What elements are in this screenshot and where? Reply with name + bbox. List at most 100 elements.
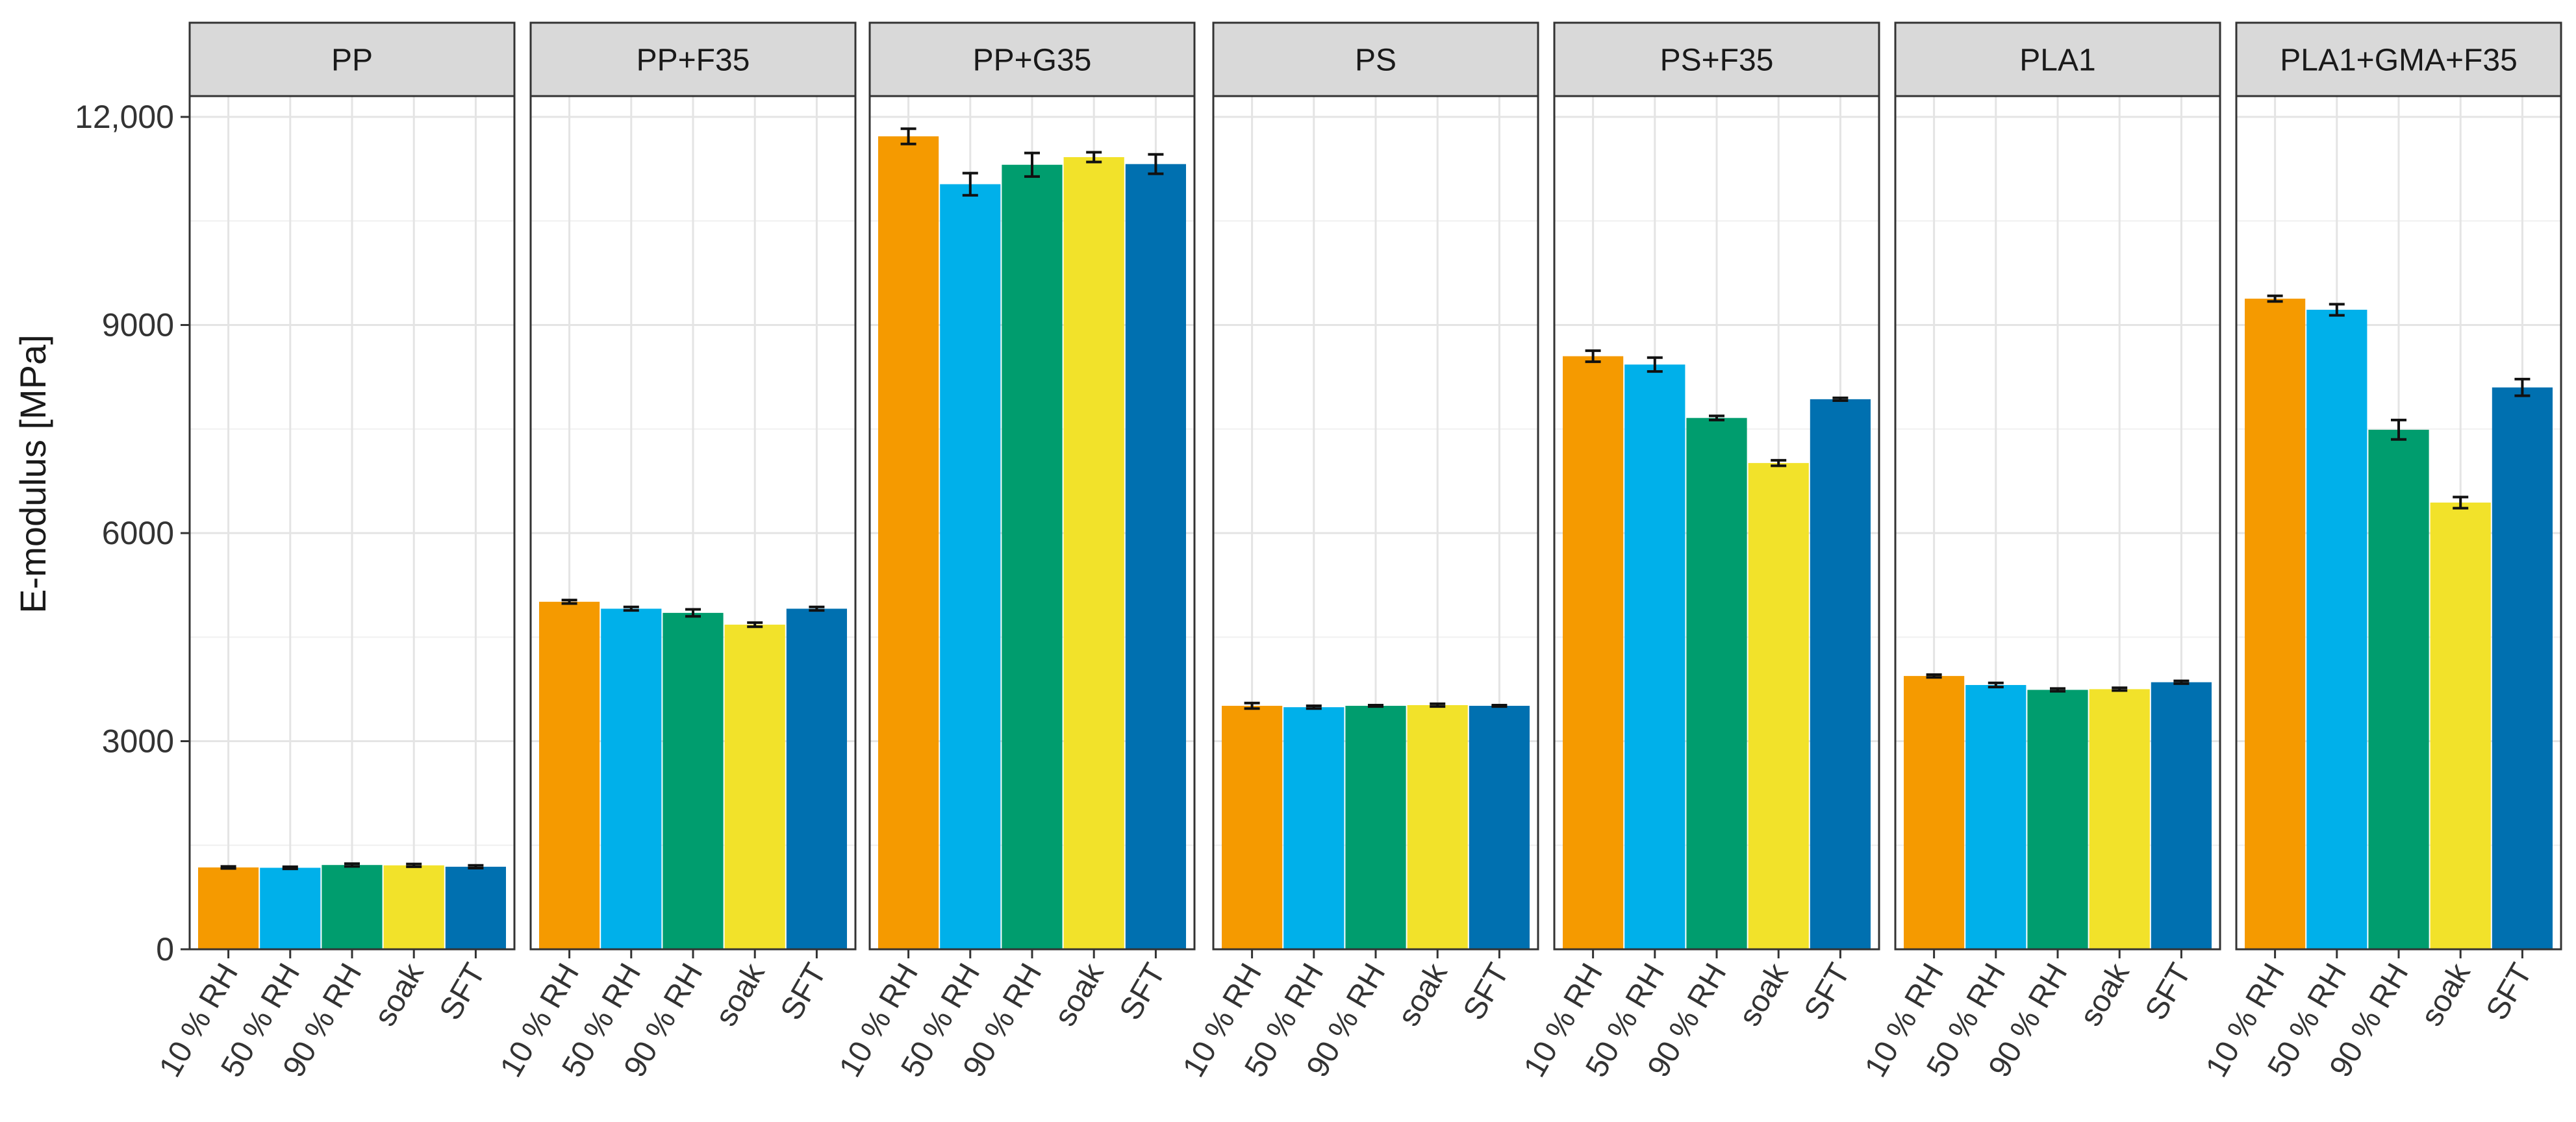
error-bar <box>1647 356 1663 373</box>
bar-10-rh <box>2245 298 2306 949</box>
error-bar <box>220 865 236 870</box>
x-tick-label: soak <box>368 957 431 1032</box>
error-bar <box>2112 686 2128 692</box>
facet-strip-label: PLA1+GMA+F35 <box>2280 44 2518 78</box>
x-tick-label: SFT <box>2480 958 2539 1026</box>
bar-soak <box>1748 463 1809 949</box>
facet-strip-label: PS+F35 <box>1660 44 1774 78</box>
x-tick-label: SFT <box>1113 958 1172 1026</box>
facet-strip <box>1553 21 1880 97</box>
error-bar <box>1430 702 1446 708</box>
facet-strip <box>188 21 516 97</box>
bar-10-rh <box>1563 356 1624 949</box>
error-bar <box>282 865 298 871</box>
x-tick-label: SFT <box>774 958 833 1026</box>
bar-50-rh <box>601 608 662 949</box>
error-bar <box>2267 294 2283 303</box>
error-bar <box>2391 418 2406 441</box>
bar-soak <box>2430 503 2491 949</box>
bar-50-rh <box>260 867 321 949</box>
bar-50-rh <box>1965 684 2027 949</box>
error-bar <box>561 599 577 605</box>
error-bar <box>1086 151 1102 164</box>
bar-90-rh <box>663 612 724 949</box>
bar-sft <box>2492 387 2553 949</box>
bar-90-rh <box>1002 164 1063 949</box>
y-tick-label: 0 <box>156 931 174 967</box>
error-bar <box>1306 704 1322 710</box>
bar-10-rh <box>539 601 600 949</box>
error-bar <box>1244 701 1260 710</box>
bar-sft <box>786 608 847 949</box>
error-bar <box>747 621 763 629</box>
facet-strip <box>529 21 857 97</box>
error-bar <box>2514 377 2531 397</box>
error-bar <box>900 127 916 145</box>
facet-strip <box>1894 21 2221 97</box>
bar-50-rh <box>2306 310 2368 949</box>
bar-soak <box>2089 689 2150 949</box>
x-tick-label: soak <box>709 957 772 1032</box>
error-bar <box>962 171 978 197</box>
x-tick-label: soak <box>1732 957 1795 1032</box>
facet-strip-label: PP+F35 <box>637 44 750 78</box>
facet-strip-label: PP+G35 <box>973 44 1092 78</box>
error-bar <box>685 608 701 618</box>
bar-soak <box>1407 704 1468 949</box>
x-tick-label: SFT <box>1457 958 1516 1026</box>
y-axis-label: E-modulus [MPa] <box>12 334 53 614</box>
bar-10-rh <box>1222 706 1283 949</box>
error-bar <box>1832 396 1849 402</box>
y-axis-ticks: 0 3000 6000 9000 12,000 <box>75 99 190 967</box>
x-tick-label: SFT <box>433 958 492 1026</box>
y-tick-label: 9000 <box>102 307 174 343</box>
x-tick-label: soak <box>2073 957 2136 1032</box>
error-bar <box>1368 703 1383 708</box>
bar-sft <box>1125 164 1186 950</box>
facet-strip-label: PLA1 <box>2019 44 2095 78</box>
error-bar <box>1926 673 1942 679</box>
bar-sft <box>2151 682 2212 949</box>
error-bar <box>2173 679 2190 685</box>
error-bar <box>1771 458 1787 468</box>
error-bar <box>623 605 639 612</box>
error-bar <box>1148 153 1164 175</box>
bar-10-rh <box>198 867 259 949</box>
bar-sft <box>1810 399 1871 949</box>
bar-90-rh <box>322 865 383 949</box>
error-bar <box>1024 151 1040 178</box>
bar-50-rh <box>1283 707 1345 949</box>
bar-soak <box>1063 157 1124 949</box>
bar-90-rh <box>2027 690 2088 949</box>
x-tick-label: soak <box>1048 957 1111 1032</box>
bar-50-rh <box>940 184 1001 950</box>
x-tick-label: soak <box>1391 957 1454 1032</box>
bar-10-rh <box>1904 676 1965 949</box>
bar-10-rh <box>878 136 939 950</box>
facet-strip-label: PP <box>331 44 373 78</box>
error-bar <box>1491 703 1508 708</box>
error-bar <box>406 862 422 868</box>
facet-strip <box>2235 21 2562 97</box>
facet-strip <box>868 21 1196 97</box>
error-bar <box>2050 687 2065 693</box>
facet-strip-label: PS <box>1355 44 1396 78</box>
x-tick-label: SFT <box>1798 958 1857 1026</box>
facet-strip <box>1212 21 1539 97</box>
bar-90-rh <box>1686 418 1747 949</box>
error-bar <box>344 862 360 868</box>
error-bar <box>1585 349 1601 364</box>
bar-sft <box>1469 706 1530 949</box>
error-bar <box>809 605 825 612</box>
x-tick-label: soak <box>2414 957 2477 1032</box>
error-bar <box>468 864 484 870</box>
